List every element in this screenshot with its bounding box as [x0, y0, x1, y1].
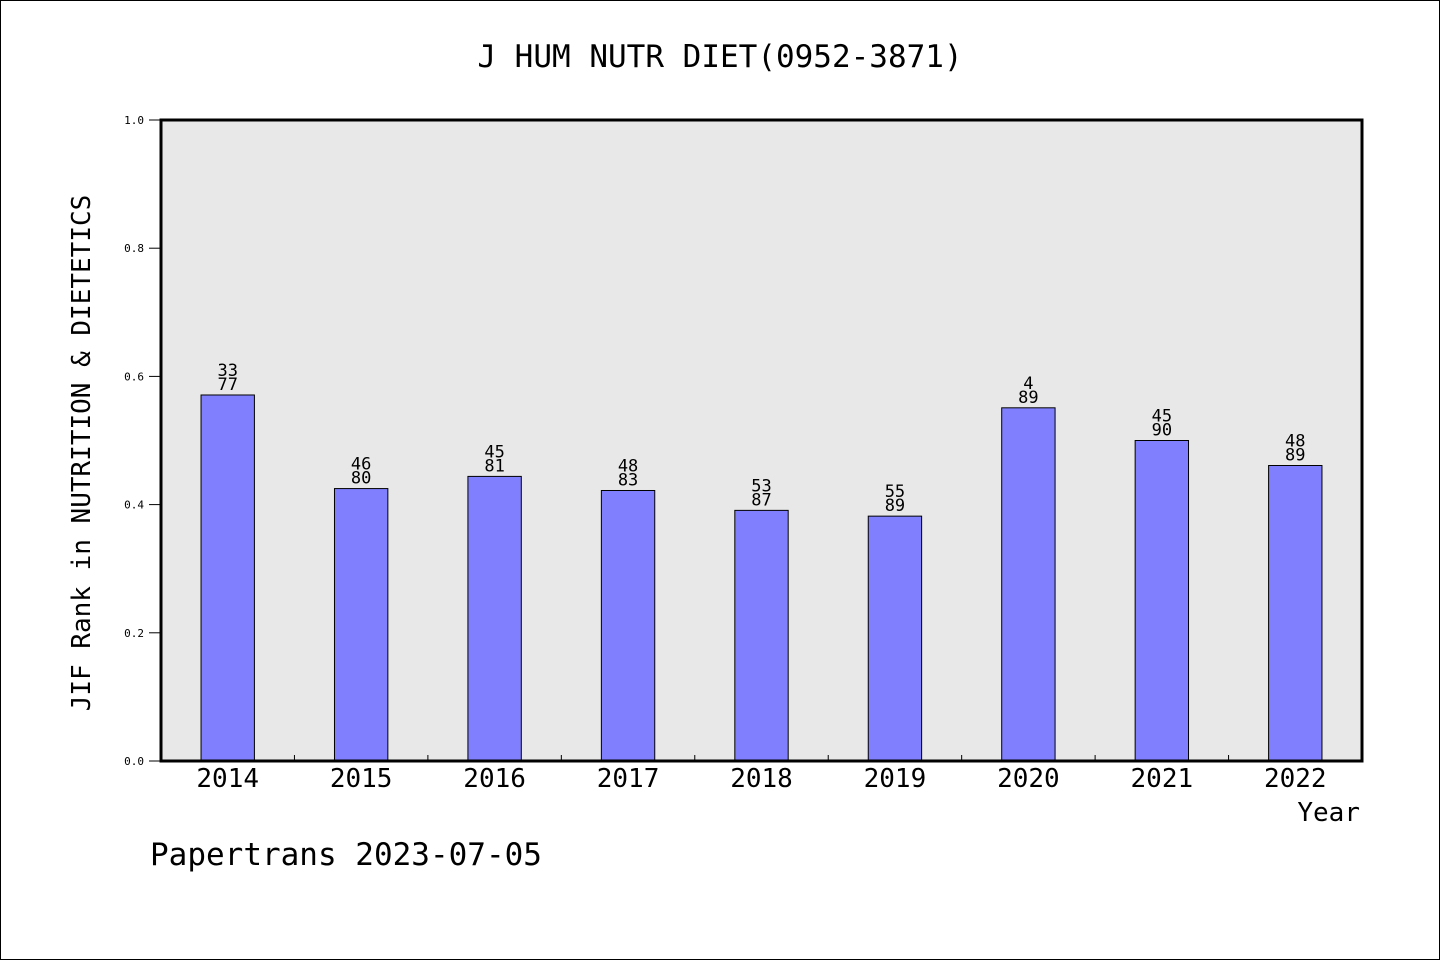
bar — [1001, 407, 1056, 762]
x-tick-label: 2022 — [1264, 764, 1327, 794]
chart-title: J HUM NUTR DIET(0952-3871) — [477, 39, 962, 75]
bar-label-total: 77 — [217, 375, 237, 395]
bar-label-total: 87 — [751, 490, 771, 510]
bar-label-rank: 4 — [1023, 374, 1033, 394]
x-tick-label: 2021 — [1131, 764, 1194, 794]
bar-label-total: 89 — [1285, 445, 1305, 465]
x-tick-label: 2018 — [730, 764, 793, 794]
x-tick-label: 2020 — [997, 764, 1060, 794]
x-tick-label: 2014 — [196, 764, 259, 794]
bar-label-rank: 55 — [885, 482, 905, 502]
x-axis-label: Year — [1297, 798, 1360, 828]
bar-label-rank: 46 — [351, 455, 371, 475]
bar-label-total: 89 — [885, 496, 905, 516]
bar — [600, 489, 656, 762]
y-tick-label: 0.2 — [124, 627, 144, 640]
y-axis-label: JIF Rank in NUTRITION & DIETETICS — [67, 195, 97, 712]
y-tick-label: 0.8 — [124, 242, 144, 255]
bar-label-rank: 53 — [751, 476, 771, 496]
bar — [867, 515, 923, 762]
bar — [467, 475, 522, 762]
bar-label-total: 83 — [618, 470, 638, 490]
bar — [734, 509, 789, 762]
bar-label-rank: 33 — [217, 361, 237, 381]
bar-label-total: 80 — [351, 469, 371, 489]
bar-label-total: 89 — [1018, 388, 1038, 408]
bar-label-rank: 45 — [484, 442, 504, 462]
bar-label-rank: 48 — [618, 456, 638, 476]
bar — [200, 394, 255, 762]
bar — [1268, 464, 1323, 762]
ticks-group: 0.0 0.2 0.4 0.6 0.8 1.0 2014 2015 2016 2017 2018 20… — [124, 114, 1326, 794]
plot-border — [159, 118, 1364, 763]
bar — [333, 488, 389, 762]
y-tick-label: 1.0 — [124, 114, 144, 127]
y-tick-label: 0.0 — [124, 755, 144, 768]
y-tick-label: 0.6 — [124, 370, 144, 383]
bar-label-rank: 48 — [1285, 431, 1305, 451]
x-tick-label: 2019 — [864, 764, 927, 794]
x-tick-label: 2017 — [597, 764, 660, 794]
bar — [1134, 440, 1190, 762]
y-tick-label: 0.4 — [124, 499, 144, 512]
bar-label-total: 90 — [1152, 421, 1172, 441]
x-tick-label: 2016 — [463, 764, 526, 794]
x-tick-label: 2015 — [330, 764, 393, 794]
bar-label-total: 81 — [484, 456, 504, 476]
footer-credit: Papertrans 2023-07-05 — [150, 837, 542, 873]
bar-label-rank: 45 — [1152, 407, 1172, 427]
